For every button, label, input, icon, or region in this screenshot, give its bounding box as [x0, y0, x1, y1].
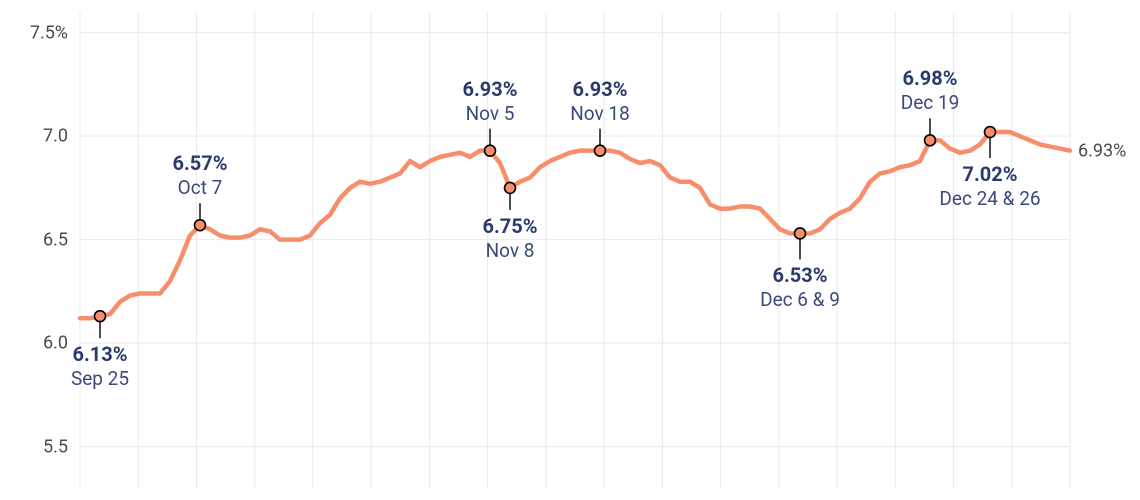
chart-svg — [0, 0, 1140, 500]
y-axis-tick-label: 6.5 — [8, 229, 68, 250]
y-axis-tick-label: 6.0 — [8, 333, 68, 354]
y-axis-tick-label: 7.5% — [8, 22, 68, 43]
y-axis-tick-label: 7.0 — [8, 126, 68, 147]
series-end-value-label: 6.93% — [1078, 140, 1126, 161]
y-axis-tick-label: 5.5 — [8, 436, 68, 457]
rate-line-chart: 5.56.06.57.07.5% 6.13%Sep 256.57%Oct 76.… — [0, 0, 1140, 500]
